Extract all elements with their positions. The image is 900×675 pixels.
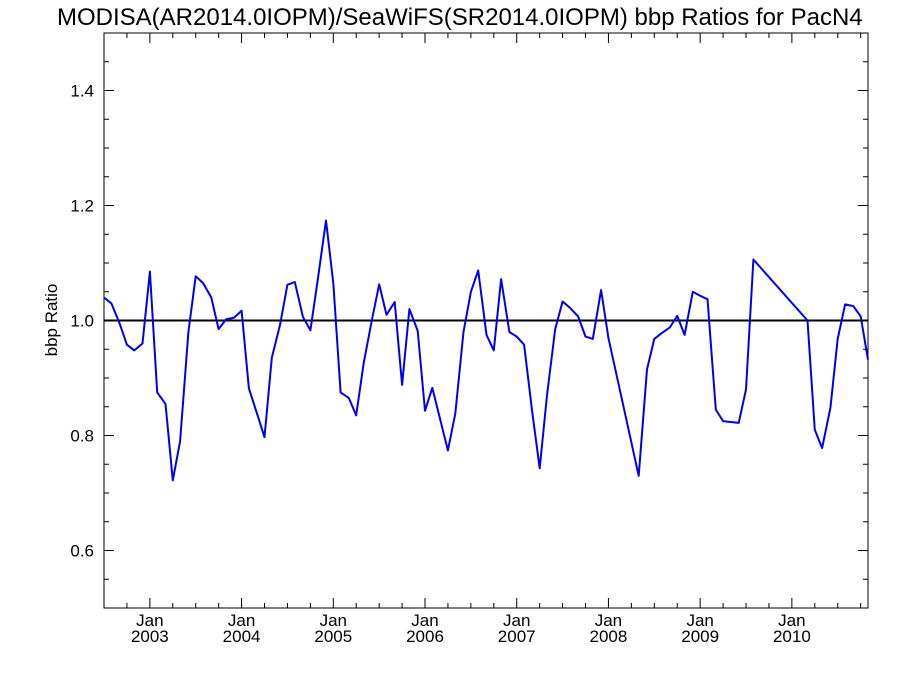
x-tick-month-label: Jan — [136, 611, 163, 630]
y-tick-label: 1.4 — [70, 82, 94, 101]
y-tick-label: 0.8 — [70, 427, 94, 446]
x-tick-month-label: Jan — [228, 611, 255, 630]
y-tick-label: 0.6 — [70, 542, 94, 561]
chart-title: MODISA(AR2014.0IOPM)/SeaWiFS(SR2014.0IOP… — [57, 4, 863, 31]
x-tick-month-label: Jan — [778, 611, 805, 630]
y-axis-label: bbp Ratio — [42, 284, 61, 357]
x-tick-year-label: 2005 — [314, 627, 352, 646]
x-tick-month-label: Jan — [503, 611, 530, 630]
x-tick-month-label: Jan — [686, 611, 713, 630]
y-tick-label: 1.2 — [70, 197, 94, 216]
x-tick-year-label: 2009 — [681, 627, 719, 646]
x-tick-year-label: 2007 — [498, 627, 536, 646]
series-line — [103, 219, 869, 482]
x-tick-month-label: Jan — [595, 611, 622, 630]
x-tick-year-label: 2010 — [773, 627, 811, 646]
x-tick-month-label: Jan — [411, 611, 438, 630]
x-tick-year-label: 2004 — [223, 627, 261, 646]
x-tick-year-label: 2006 — [406, 627, 444, 646]
plot-area: 0.60.81.01.21.4Jan2003Jan2004Jan2005Jan2… — [70, 32, 869, 646]
y-tick-label: 1.0 — [70, 312, 94, 331]
x-tick-year-label: 2008 — [590, 627, 628, 646]
x-tick-year-label: 2003 — [131, 627, 169, 646]
x-tick-month-label: Jan — [320, 611, 347, 630]
